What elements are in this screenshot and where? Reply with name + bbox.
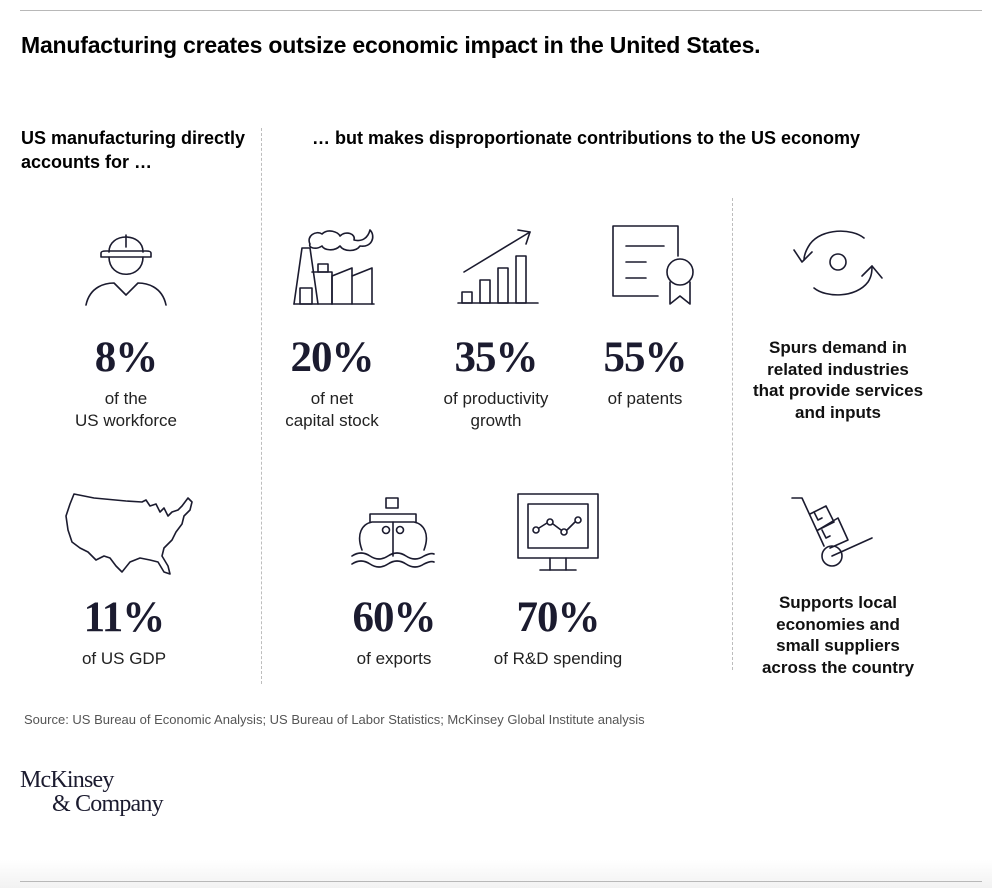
- stat-capital-stock: 20% of net capital stock: [252, 336, 412, 432]
- stat-label: of patents: [565, 388, 725, 410]
- hard-hat-worker-icon: [84, 222, 168, 308]
- stat-value: 70%: [516, 594, 601, 641]
- stat-workforce: 8% of the US workforce: [46, 336, 206, 432]
- impact-local-economies: Supports local economies and small suppl…: [738, 592, 938, 678]
- impact-line: that provide services: [752, 381, 924, 400]
- stat-rd-spending: 70% of R&D spending: [478, 596, 638, 670]
- stat-label: of US GDP: [44, 648, 204, 670]
- stat-label-line: US workforce: [74, 411, 178, 430]
- mckinsey-logo: McKinsey & Company: [20, 767, 164, 817]
- impact-divider: [732, 198, 733, 670]
- stat-value: 35%: [454, 334, 539, 381]
- stat-label-line: of net: [310, 389, 354, 408]
- stat-label: of the US workforce: [46, 388, 206, 432]
- impact-line: related industries: [767, 359, 909, 379]
- stat-label-line: of US GDP: [81, 649, 167, 668]
- growth-chart-icon: [456, 226, 540, 308]
- cycle-arrows-icon: [792, 226, 886, 300]
- impact-line: across the country: [761, 657, 915, 677]
- impact-line: Supports local: [778, 593, 898, 612]
- stat-label-line: capital stock: [285, 411, 379, 430]
- stat-exports: 60% of exports: [314, 596, 474, 670]
- factory-icon: [292, 226, 378, 308]
- stat-label: of net capital stock: [252, 388, 412, 432]
- ship-icon: [350, 494, 436, 570]
- impact-line: economies and: [776, 614, 900, 634]
- stat-value: 11%: [83, 594, 166, 641]
- stat-value: 55%: [603, 334, 688, 381]
- stat-value: 8%: [94, 334, 159, 381]
- patent-certificate-icon: [610, 224, 696, 308]
- stat-label-line: of R&D spending: [493, 649, 623, 668]
- page-title: Manufacturing creates outsize economic i…: [21, 32, 761, 58]
- bottom-shade: [0, 860, 992, 888]
- stat-label-line: of exports: [356, 649, 432, 668]
- stat-label-line: growth: [470, 411, 522, 430]
- source-note: Source: US Bureau of Economic Analysis; …: [24, 712, 645, 727]
- impact-line: and inputs: [795, 402, 881, 422]
- impact-line: small suppliers: [776, 636, 900, 655]
- logo-line-2: & Company: [52, 791, 164, 817]
- stat-value: 20%: [290, 334, 375, 381]
- stat-label: of productivity growth: [416, 388, 576, 432]
- stat-gdp: 11% of US GDP: [44, 596, 204, 670]
- stat-productivity: 35% of productivity growth: [416, 336, 576, 432]
- logo-line-1: McKinsey: [20, 767, 114, 793]
- stat-value: 60%: [352, 594, 437, 641]
- stat-label: of R&D spending: [478, 648, 638, 670]
- stat-label-line: of patents: [607, 389, 683, 408]
- impact-demand: Spurs demand in related industries that …: [738, 337, 938, 423]
- left-section-heading: US manufacturing directly accounts for …: [21, 128, 246, 172]
- stat-label-line: of productivity: [443, 389, 549, 408]
- hand-truck-icon: [790, 494, 878, 572]
- monitor-chart-icon: [514, 492, 602, 574]
- stat-label: of exports: [314, 648, 474, 670]
- bottom-divider: [20, 881, 982, 882]
- section-divider: [261, 128, 262, 684]
- stat-patents: 55% of patents: [565, 336, 725, 410]
- stat-label-line: of the: [104, 389, 148, 408]
- impact-line: Spurs demand in: [769, 338, 907, 357]
- top-divider: [20, 10, 982, 11]
- right-section-heading: … but makes disproportionate contributio…: [312, 128, 861, 148]
- us-map-icon: [64, 490, 196, 576]
